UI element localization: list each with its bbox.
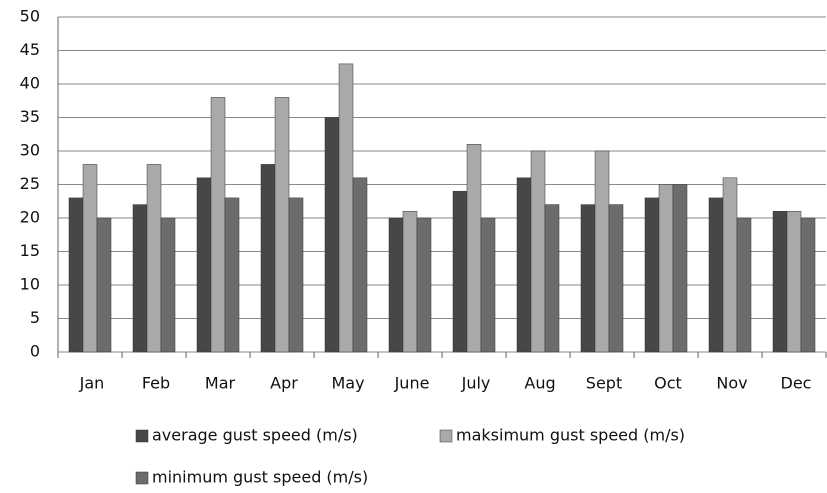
bar xyxy=(68,197,84,353)
bar xyxy=(210,97,226,353)
bar xyxy=(516,177,532,353)
x-tick-label: May xyxy=(331,374,364,393)
y-tick-label: 20 xyxy=(20,208,40,227)
bar xyxy=(658,184,674,353)
x-tick-label: Jan xyxy=(79,374,105,393)
bar xyxy=(146,164,162,353)
x-tick-label: Aug xyxy=(524,374,555,393)
x-tick-label: Apr xyxy=(270,374,298,393)
x-tick-label: Feb xyxy=(142,374,170,393)
legend-swatch xyxy=(439,429,453,443)
bar xyxy=(402,211,418,353)
bar xyxy=(530,150,546,353)
x-tick-label: Dec xyxy=(781,374,812,393)
legend-swatch xyxy=(135,471,149,485)
x-tick-label: June xyxy=(394,374,430,393)
bar xyxy=(708,197,724,353)
bar xyxy=(196,177,212,353)
y-tick-label: 5 xyxy=(30,308,40,327)
bar xyxy=(786,211,802,353)
bar xyxy=(274,97,290,353)
y-tick-label: 45 xyxy=(20,40,40,59)
bar xyxy=(722,177,738,353)
y-tick-label: 0 xyxy=(30,342,40,361)
bar xyxy=(800,217,816,353)
bar xyxy=(452,190,468,353)
bar xyxy=(772,211,788,353)
legend-label: average gust speed (m/s) xyxy=(152,426,358,445)
bar xyxy=(594,150,610,353)
bar xyxy=(544,204,560,353)
y-tick-label: 40 xyxy=(20,74,40,93)
legend-swatch xyxy=(135,429,149,443)
bar xyxy=(580,204,596,353)
x-tick-label: July xyxy=(461,374,491,393)
x-tick-label: Nov xyxy=(716,374,747,393)
bar xyxy=(736,217,752,353)
bar xyxy=(324,117,340,353)
bar xyxy=(338,63,354,353)
bar xyxy=(288,197,304,353)
y-tick-label: 35 xyxy=(20,107,40,126)
bar xyxy=(608,204,624,353)
x-tick-label: Sept xyxy=(586,374,622,393)
x-tick-label: Oct xyxy=(654,374,682,393)
y-tick-label: 50 xyxy=(20,7,40,26)
y-tick-label: 10 xyxy=(20,275,40,294)
bar xyxy=(644,197,660,353)
bar xyxy=(260,164,276,353)
y-tick-label: 15 xyxy=(20,241,40,260)
bar xyxy=(466,144,482,353)
bar xyxy=(416,217,432,353)
bar xyxy=(224,197,240,353)
bar xyxy=(96,217,112,353)
bar xyxy=(132,204,148,353)
x-tick-label: Mar xyxy=(205,374,236,393)
bar xyxy=(160,217,176,353)
bar xyxy=(672,184,688,353)
bar xyxy=(388,217,404,353)
y-tick-label: 30 xyxy=(20,141,40,160)
bar xyxy=(480,217,496,353)
legend-label: minimum gust speed (m/s) xyxy=(152,468,368,487)
bar xyxy=(352,177,368,353)
bar xyxy=(82,164,98,353)
legend-label: maksimum gust speed (m/s) xyxy=(456,426,685,445)
y-tick-label: 25 xyxy=(20,174,40,193)
